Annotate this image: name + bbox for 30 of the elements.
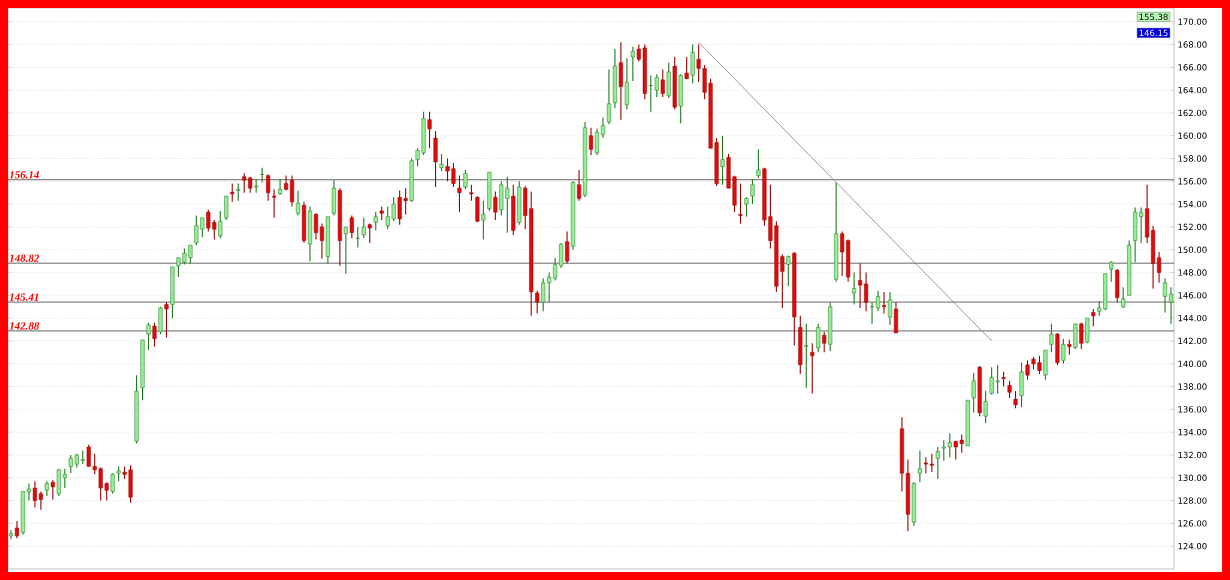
y-tick-label: 142.00: [1178, 337, 1207, 345]
y-tick-label: 168.00: [1178, 41, 1207, 48]
y-tick-label: 138.00: [1178, 383, 1207, 390]
y-tick-label: 136.00: [1178, 406, 1207, 413]
y-tick-label: 152.00: [1178, 223, 1207, 231]
y-tick-label: 148.00: [1178, 269, 1207, 276]
y-tick-label: 126.00: [1178, 520, 1207, 527]
ref-line-label: 156.14: [9, 171, 39, 179]
ref-line-label: 148.82: [9, 254, 40, 262]
y-tick-label: 124.00: [1178, 543, 1207, 550]
y-tick-label: 132.00: [1178, 451, 1207, 459]
y-tick-label: 140.00: [1178, 360, 1207, 367]
ref-line-label: 145.41: [9, 293, 39, 301]
y-tick-label: 170.00: [1178, 18, 1207, 25]
annotation: 146.15: [1139, 29, 1168, 37]
y-tick-label: 164.00: [1178, 86, 1207, 94]
ref-line-label: 142.88: [9, 322, 40, 330]
y-tick-label: 158.00: [1178, 155, 1207, 162]
y-tick-label: 150.00: [1178, 246, 1207, 253]
y-tick-label: 144.00: [1178, 314, 1207, 322]
y-tick-label: 154.00: [1178, 200, 1207, 208]
annotation: 155.38: [1139, 13, 1168, 21]
y-tick-label: 156.00: [1178, 178, 1207, 185]
y-tick-label: 134.00: [1178, 428, 1207, 436]
y-tick-label: 166.00: [1178, 64, 1207, 71]
y-tick-label: 146.00: [1178, 292, 1207, 299]
y-tick-label: 162.00: [1178, 109, 1207, 117]
y-tick-label: 128.00: [1178, 497, 1207, 504]
y-tick-label: 130.00: [1178, 474, 1207, 481]
y-tick-label: 160.00: [1178, 132, 1207, 139]
